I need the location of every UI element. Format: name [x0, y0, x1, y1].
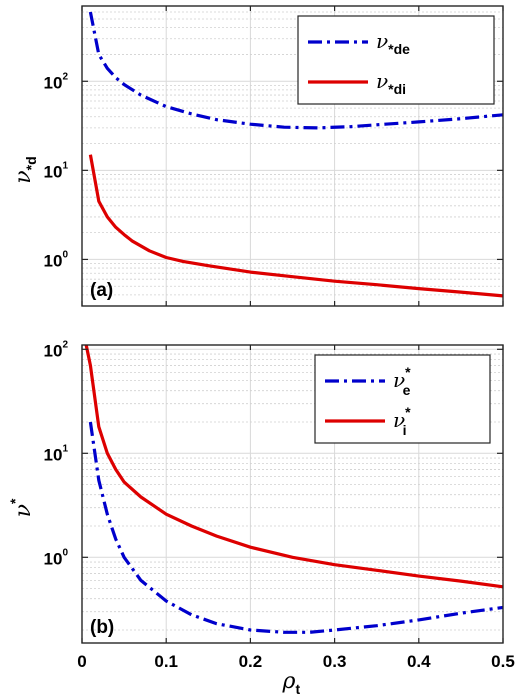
- legend-entry-label: ν* i: [393, 404, 411, 438]
- legend-box: [314, 354, 491, 444]
- y-tick-label: 102: [44, 339, 69, 360]
- panel-b-tick-labels: 0 0.1 0.2 0.3 0.4 0.5 100 101 102: [44, 339, 515, 671]
- panel-a: 100 101 102 (a) ν*d ν*de ν*di: [11, 5, 504, 307]
- panel-b-y-axis-label: ν*: [7, 498, 36, 517]
- x-tick-label: 0.2: [239, 652, 263, 671]
- series-line-ion: [84, 344, 504, 589]
- y-tick-label: 102: [44, 71, 69, 92]
- panel-b-label: (b): [90, 617, 114, 638]
- legend-entry-label: ν* e: [393, 364, 411, 398]
- panel-b-legend: ν* e ν* i: [314, 354, 491, 444]
- x-axis-label: ρt: [282, 669, 301, 696]
- series-line-electron: [88, 421, 504, 634]
- x-tick-label: 0.5: [491, 652, 515, 671]
- y-tick-label: 100: [44, 547, 69, 568]
- panel-a-legend: ν*de ν*di: [297, 15, 495, 105]
- legend-entry-label: ν*di: [376, 69, 406, 97]
- y-tick-label: 100: [44, 249, 69, 270]
- panel-a-curves: [88, 11, 504, 298]
- y-tick-label: 101: [44, 443, 69, 464]
- legend-box: [297, 15, 495, 105]
- series-line-ion: [88, 154, 504, 298]
- x-tick-label: 0.1: [154, 652, 178, 671]
- x-tick-label: 0.3: [323, 652, 347, 671]
- panel-a-ticks: [81, 6, 504, 306]
- series-line-electron: [88, 11, 504, 130]
- x-tick-label: 0.4: [407, 652, 431, 671]
- panel-b-ticks: [81, 345, 504, 643]
- legend-entry-label: ν*de: [376, 29, 410, 57]
- x-tick-label: 0: [77, 652, 86, 671]
- y-tick-label: 101: [44, 160, 69, 181]
- panel-b-curves: [84, 344, 504, 634]
- panel-a-axes-frame: [81, 5, 504, 307]
- panel-a-label: (a): [90, 280, 113, 301]
- panel-a-y-axis-label: ν*d: [11, 156, 39, 183]
- panel-a-tick-labels: 100 101 102: [44, 71, 69, 270]
- panel-b-axes-frame: [81, 344, 504, 644]
